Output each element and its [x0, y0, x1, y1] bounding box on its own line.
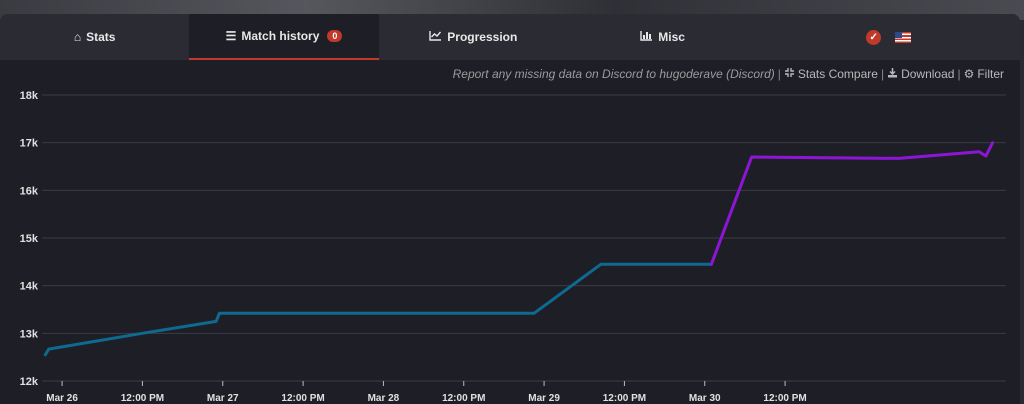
gear-icon: ⚙ [963, 67, 975, 81]
stats-compare-label: Stats Compare [797, 67, 878, 81]
filter-button[interactable]: ⚙ Filter [964, 67, 1004, 81]
tab-label: Match history [241, 29, 320, 43]
tab-misc[interactable]: Misc [568, 14, 757, 60]
list-icon: ☰ [225, 29, 237, 43]
missing-data-note: Report any missing data on Discord to hu… [452, 67, 775, 81]
x-tick-label: Mar 27 [207, 393, 239, 404]
us-flag-icon [895, 31, 912, 43]
x-tick-label: 12:00 PM [281, 393, 324, 404]
bar-chart-icon [640, 30, 653, 44]
download-icon [887, 67, 898, 81]
stats-panel: ⌂ Stats ☰ Match history 0 Progression Mi… [0, 14, 1020, 404]
verified-check-icon: ✓ [866, 29, 882, 45]
stats-compare-button[interactable]: Stats Compare [784, 67, 878, 81]
compare-icon [784, 67, 795, 81]
separator: | [957, 67, 961, 81]
tab-bar: ⌂ Stats ☰ Match history 0 Progression Mi… [0, 14, 1020, 60]
y-tick-label: 15k [20, 233, 39, 245]
separator: | [777, 67, 781, 81]
x-tick-label: Mar 28 [368, 393, 400, 404]
y-tick-label: 17k [20, 138, 39, 150]
filter-label: Filter [977, 67, 1004, 81]
tab-progression[interactable]: Progression [379, 14, 568, 60]
y-tick-label: 13k [20, 328, 39, 340]
y-tick-label: 16k [20, 185, 39, 197]
chart-toolbar: Report any missing data on Discord to hu… [453, 67, 1004, 81]
series-line-2 [709, 141, 995, 266]
home-icon: ⌂ [73, 30, 82, 44]
x-tick-label: 12:00 PM [603, 393, 646, 404]
x-tick-label: Mar 30 [689, 393, 721, 404]
separator: | [880, 67, 885, 81]
x-tick-label: 12:00 PM [121, 393, 164, 404]
tab-label: Progression [447, 30, 518, 44]
tab-match-history[interactable]: ☰ Match history 0 [189, 14, 379, 60]
status-icons: ✓ [757, 14, 1020, 60]
download-label: Download [901, 67, 955, 81]
download-button[interactable]: Download [887, 67, 954, 81]
y-tick-label: 14k [20, 281, 39, 293]
tab-stats[interactable]: ⌂ Stats [0, 14, 189, 60]
x-tick-label: 12:00 PM [763, 393, 806, 404]
match-count-badge: 0 [327, 30, 343, 42]
x-tick-label: Mar 26 [46, 393, 78, 404]
y-tick-label: 18k [20, 90, 39, 102]
series-line-1 [43, 262, 713, 357]
tab-label: Misc [658, 30, 685, 44]
x-tick-label: Mar 29 [528, 393, 560, 404]
y-tick-label: 12k [20, 376, 39, 388]
x-tick-label: 12:00 PM [442, 393, 485, 404]
line-chart-icon [429, 30, 442, 44]
tab-label: Stats [86, 30, 116, 44]
